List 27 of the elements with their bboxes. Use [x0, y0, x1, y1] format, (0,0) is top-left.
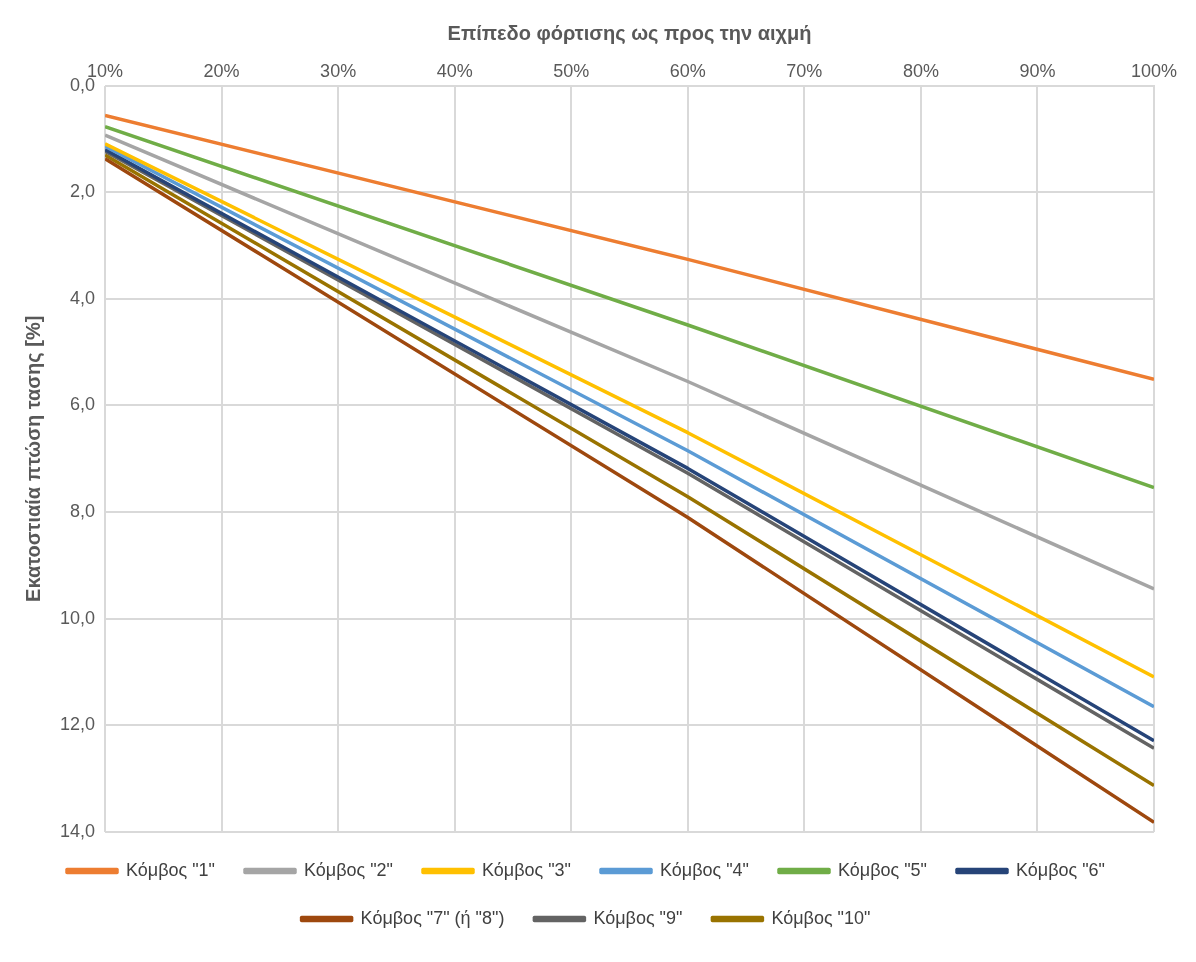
x-tick-label: 20%	[203, 60, 240, 81]
x-tick-label: 80%	[902, 60, 939, 81]
x-tick-label: 60%	[669, 60, 706, 81]
x-tick-label: 40%	[436, 60, 473, 81]
x-tick-label: 50%	[553, 60, 590, 81]
y-tick-label: 10,0	[59, 607, 96, 628]
legend-label: Κόμβος "4"	[660, 859, 749, 880]
x-tick-label: 30%	[320, 60, 357, 81]
x-tick-label: 70%	[786, 60, 823, 81]
legend-label: Κόμβος "3"	[482, 859, 571, 880]
legend-label: Κόμβος "6"	[1016, 859, 1105, 880]
legend-label: Κόμβος "9"	[593, 907, 683, 928]
y-tick-label: 14,0	[59, 820, 96, 841]
y-axis-title: Εκατοστιαία πτώση τασης [%]	[21, 315, 44, 602]
y-tick-label: 4,0	[70, 287, 96, 308]
y-tick-label: 6,0	[70, 394, 96, 415]
legend-label: Κόμβος "2"	[304, 859, 393, 880]
y-tick-label: 2,0	[70, 181, 96, 202]
legend-label: Κόμβος "10"	[771, 907, 871, 928]
legend-label: Κόμβος "1"	[126, 859, 216, 880]
legend-label: Κόμβος "5"	[838, 859, 927, 880]
x-tick-label: 100%	[1130, 60, 1178, 81]
x-axis-title: Επίπεδο φόρτισης ως προς την αιχμή	[447, 21, 812, 44]
y-tick-label: 8,0	[70, 501, 96, 522]
x-tick-label: 90%	[1019, 60, 1056, 81]
legend-label: Κόμβος "7" (ή "8")	[360, 907, 505, 928]
y-tick-label: 12,0	[59, 714, 96, 735]
